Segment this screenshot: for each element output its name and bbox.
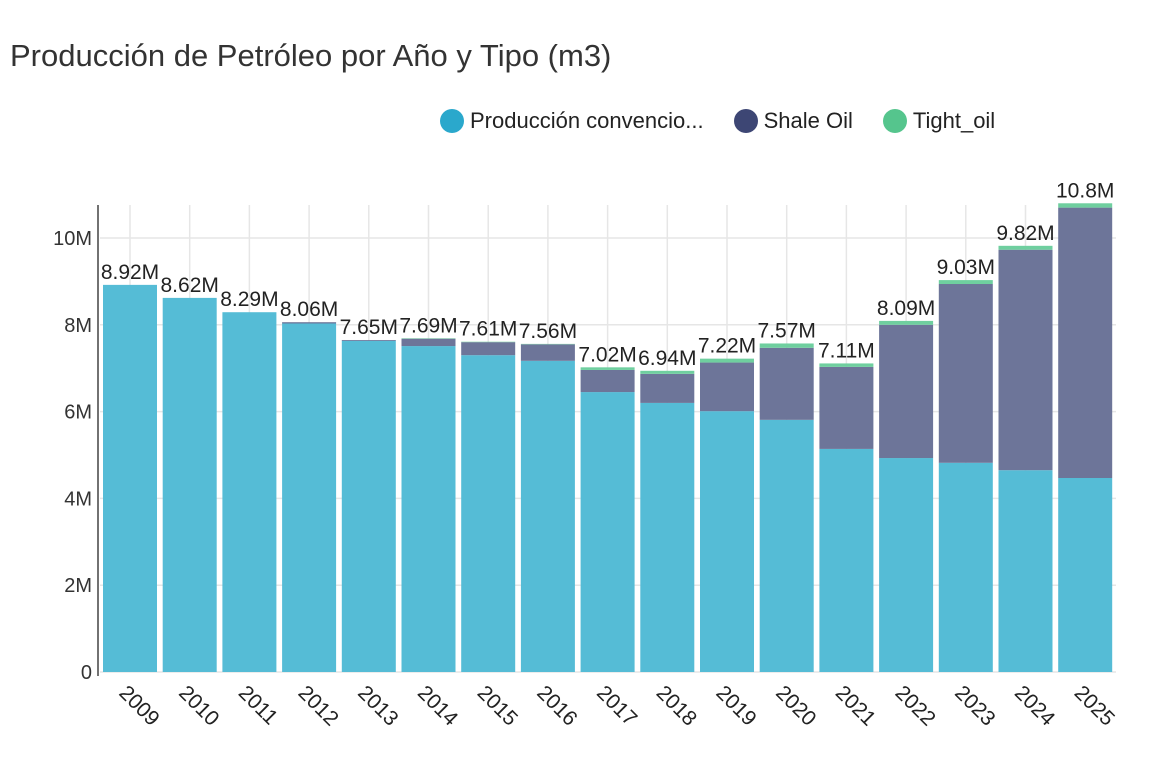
y-tick-label: 10M — [53, 228, 92, 250]
legend-item-conventional[interactable]: Producción convencio... — [440, 108, 704, 134]
bar-segment-producci-n-convencio- — [879, 458, 934, 672]
bar-segment-producci-n-convencio- — [1058, 478, 1113, 672]
bar-segment-producci-n-convencio- — [461, 355, 516, 672]
y-tick-label: 0 — [81, 662, 92, 684]
bar-segment-shale-oil — [580, 369, 635, 393]
data-label: 9.82M — [996, 222, 1054, 245]
bar-segment-producci-n-convencio- — [640, 402, 695, 672]
bar-segment-producci-n-convencio- — [998, 470, 1053, 672]
data-label: 8.92M — [101, 261, 159, 284]
bar-segment-shale-oil — [1058, 207, 1113, 479]
bar-segment-producci-n-convencio- — [580, 392, 635, 672]
data-label: 8.06M — [280, 298, 338, 321]
x-tick-label: 2016 — [532, 681, 581, 730]
data-label: 7.22M — [698, 335, 756, 358]
x-tick-label: 2009 — [114, 681, 163, 730]
legend-dot — [733, 109, 758, 133]
bar-segment-producci-n-convencio- — [103, 284, 157, 672]
data-label: 7.61M — [459, 318, 517, 341]
x-tick-label: 2018 — [652, 681, 701, 730]
data-label: 8.09M — [877, 297, 935, 320]
legend-item-shale[interactable]: Shale Oil — [733, 108, 853, 134]
bar-segment-shale-oil — [282, 322, 337, 324]
x-tick-label: 2014 — [413, 681, 463, 731]
x-tick-label: 2025 — [1070, 681, 1119, 730]
y-tick-label: 2M — [64, 575, 92, 597]
legend-item-tight[interactable]: Tight_oil — [882, 108, 996, 134]
bar-segment-tight-oil — [580, 367, 635, 370]
bar-segment-producci-n-convencio- — [700, 411, 754, 672]
legend-dot — [440, 109, 464, 133]
bar-segment-producci-n-convencio- — [282, 323, 337, 672]
legend-label: Tight_oil — [912, 108, 996, 133]
bar-segment-producci-n-convencio- — [401, 346, 456, 672]
bar-segment-shale-oil — [700, 362, 754, 412]
bar-segment-tight-oil — [759, 343, 814, 348]
x-tick-label: 2022 — [891, 681, 940, 730]
data-label: 7.65M — [340, 316, 398, 339]
bar-segment-tight-oil — [1058, 203, 1113, 208]
x-tick-label: 2021 — [831, 681, 880, 730]
data-label: 7.57M — [758, 319, 816, 342]
bar-segment-producci-n-convencio- — [162, 297, 217, 672]
bar-segment-shale-oil — [640, 373, 695, 403]
y-tick-label: 8M — [64, 315, 92, 337]
legend-label: Producción convencio... — [470, 108, 704, 133]
bar-segment-producci-n-convencio- — [341, 340, 396, 672]
bar-segment-shale-oil — [819, 366, 874, 449]
bar-segment-producci-n-convencio- — [938, 462, 993, 672]
legend: Producción convencio... Shale Oil Tight_… — [440, 108, 995, 134]
bar-segment-tight-oil — [819, 363, 874, 367]
data-label: 8.29M — [220, 288, 278, 311]
y-tick-label: 6M — [64, 402, 92, 424]
x-tick-label: 2020 — [771, 681, 820, 730]
data-label: 7.69M — [399, 314, 457, 337]
bar-segment-shale-oil — [938, 284, 993, 463]
bar-segment-tight-oil — [879, 320, 934, 325]
x-tick-label: 2013 — [353, 681, 402, 730]
x-tick-label: 2019 — [711, 681, 760, 730]
y-tick-label: 4M — [64, 488, 92, 510]
x-tick-label: 2017 — [592, 681, 641, 730]
bar-segment-tight-oil — [700, 358, 754, 363]
bar-segment-shale-oil — [461, 342, 516, 356]
x-tick-label: 2011 — [234, 681, 282, 729]
bar-segment-producci-n-convencio- — [759, 419, 814, 672]
x-tick-label: 2010 — [174, 681, 223, 730]
legend-label: Shale Oil — [763, 108, 853, 133]
data-label: 9.03M — [937, 256, 995, 279]
data-label: 8.62M — [161, 274, 219, 297]
data-label: 7.56M — [519, 320, 577, 343]
x-tick-label: 2015 — [473, 681, 522, 730]
bar-segment-producci-n-convencio- — [222, 312, 277, 672]
data-label: 7.11M — [818, 339, 875, 362]
bar-segment-tight-oil — [938, 280, 993, 285]
bar-segment-producci-n-convencio- — [819, 448, 874, 672]
chart-title: Producción de Petróleo por Año y Tipo (m… — [10, 38, 612, 73]
x-tick-label: 2023 — [950, 681, 999, 730]
data-label: 6.94M — [638, 347, 696, 370]
x-tick-label: 2024 — [1010, 681, 1060, 731]
bar-segment-shale-oil — [341, 339, 396, 341]
bar-segment-tight-oil — [998, 245, 1053, 250]
bar-segment-producci-n-convencio- — [520, 360, 575, 672]
bar-segment-shale-oil — [998, 249, 1053, 471]
legend-dot — [882, 109, 907, 133]
x-tick-label: 2012 — [294, 681, 343, 730]
data-label: 7.02M — [578, 343, 636, 366]
bar-segment-shale-oil — [401, 338, 456, 347]
data-label: 10.8M — [1056, 179, 1114, 202]
bar-segment-shale-oil — [879, 324, 934, 459]
bar-segment-tight-oil — [640, 370, 695, 374]
bar-segment-shale-oil — [520, 344, 575, 361]
bar-segment-shale-oil — [759, 347, 814, 420]
